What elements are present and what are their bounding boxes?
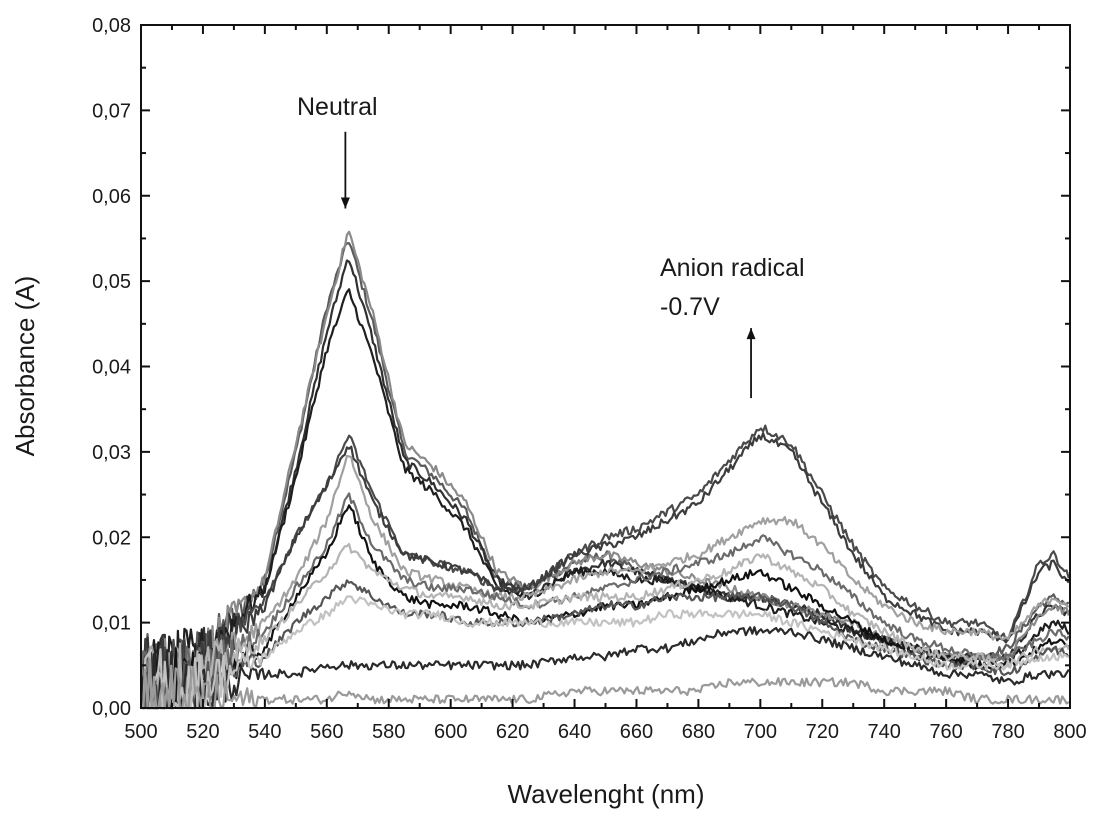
x-tick-label: 620: [496, 721, 529, 743]
x-tick-label: 500: [124, 721, 157, 743]
x-tick-label: 720: [806, 721, 839, 743]
x-tick-label: 740: [868, 721, 901, 743]
annotation-anion-radical: Anion radical: [660, 254, 805, 282]
y-tick-label: 0,01: [92, 613, 131, 635]
y-tick-label: 0,06: [92, 186, 131, 208]
annotation-anion-voltage: -0.7V: [660, 293, 720, 321]
annotation-arrow-head-2: [746, 328, 756, 340]
x-tick-label: 560: [310, 721, 343, 743]
spectrum-line-10: [139, 543, 1070, 710]
annotation-arrow-head-1: [340, 197, 350, 209]
x-tick-label: 600: [434, 721, 467, 743]
y-tick-label: 0,00: [92, 698, 131, 720]
x-axis-title: Wavelenght (nm): [508, 779, 705, 809]
spectrum-line-13: [141, 595, 1070, 710]
x-tick-label: 760: [929, 721, 962, 743]
plot-lines: [139, 230, 1070, 710]
x-tick-label: 540: [248, 721, 281, 743]
y-tick-label: 0,08: [92, 15, 131, 37]
spectrum-line-2: [139, 259, 1070, 710]
tick-labels: 500 520 540 560 580 600 620 640 660 680 700 720 740 7…: [92, 15, 1087, 743]
y-tick-label: 0,02: [92, 527, 131, 549]
y-tick-label: 0,04: [92, 357, 131, 379]
spectrum-line-3: [139, 230, 1070, 710]
spectrum-line-12: [139, 626, 1070, 710]
spectrum-line-14: [141, 657, 1070, 710]
spectrum-line-11: [139, 579, 1070, 710]
spectrum-line-5: [139, 424, 1070, 710]
x-tick-label: 520: [186, 721, 219, 743]
annotation-arrows: [340, 131, 756, 399]
x-tick-label: 680: [682, 721, 715, 743]
y-tick-label: 0,07: [92, 100, 131, 122]
x-tick-label: 800: [1053, 721, 1086, 743]
y-axis-title: Absorbance (A): [10, 276, 40, 457]
y-tick-label: 0,05: [92, 271, 131, 293]
axis-ticks: [140, 24, 1071, 709]
x-tick-label: 580: [372, 721, 405, 743]
spectrum-line-8: [139, 492, 1070, 710]
x-tick-label: 780: [991, 721, 1024, 743]
annotations: Neutral Anion radical -0.7V: [297, 93, 805, 321]
spectrum-line-6: [140, 432, 1070, 710]
x-tick-label: 640: [558, 721, 591, 743]
x-tick-label: 700: [744, 721, 777, 743]
spectrum-line-7: [139, 454, 1070, 710]
x-tick-label: 660: [620, 721, 653, 743]
annotation-neutral: Neutral: [297, 93, 378, 121]
spectrum-line-4: [139, 288, 1070, 710]
y-tick-label: 0,03: [92, 442, 131, 464]
